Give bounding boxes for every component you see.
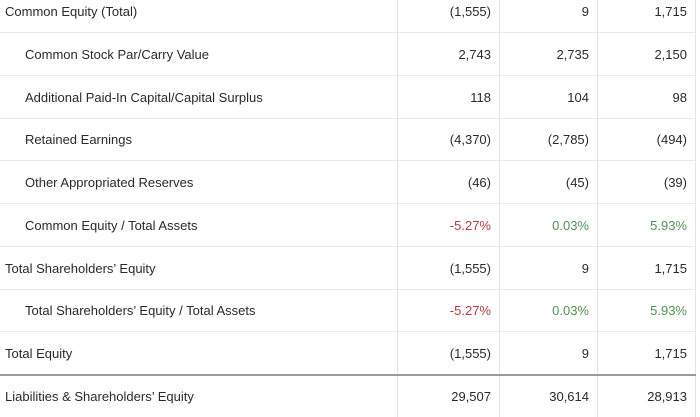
cell-value: (46) bbox=[397, 161, 499, 203]
cell-value: (1,555) bbox=[397, 0, 499, 32]
cell-value: 5.93% bbox=[597, 290, 696, 331]
cell-value: 28,913 bbox=[597, 376, 696, 417]
cell-value: 2,150 bbox=[597, 33, 696, 75]
table-row: Common Stock Par/Carry Value 2,743 2,735… bbox=[0, 32, 696, 75]
row-label: Total Shareholders’ Equity / Total Asset… bbox=[25, 303, 256, 318]
table-row: Retained Earnings (4,370) (2,785) (494) bbox=[0, 118, 696, 160]
cell-value: (494) bbox=[597, 119, 696, 160]
table-row: Liabilities & Shareholders’ Equity 29,50… bbox=[0, 374, 696, 417]
table-row: Total Shareholders’ Equity / Total Asset… bbox=[0, 289, 696, 331]
table-row: Common Equity / Total Assets -5.27% 0.03… bbox=[0, 203, 696, 246]
table-row: Total Shareholders’ Equity (1,555) 9 1,7… bbox=[0, 246, 696, 289]
row-label: Total Shareholders’ Equity bbox=[5, 260, 156, 276]
row-label: Common Stock Par/Carry Value bbox=[25, 46, 209, 62]
row-label: Common Equity / Total Assets bbox=[25, 217, 198, 233]
cell-value: 1,715 bbox=[597, 332, 696, 374]
cell-value: (2,785) bbox=[499, 119, 597, 160]
cell-value: 1,715 bbox=[597, 247, 696, 289]
cell-value: 2,743 bbox=[397, 33, 499, 75]
cell-value: 104 bbox=[499, 76, 597, 118]
cell-value: (1,555) bbox=[397, 247, 499, 289]
row-label: Additional Paid-In Capital/Capital Surpl… bbox=[25, 89, 263, 105]
cell-value: 9 bbox=[499, 0, 597, 32]
table-row: Additional Paid-In Capital/Capital Surpl… bbox=[0, 75, 696, 118]
cell-value: 0.03% bbox=[499, 290, 597, 331]
row-label: Other Appropriated Reserves bbox=[25, 174, 194, 190]
cell-value: (45) bbox=[499, 161, 597, 203]
cell-value: 30,614 bbox=[499, 376, 597, 417]
cell-value: 118 bbox=[397, 76, 499, 118]
cell-value: 0.03% bbox=[499, 204, 597, 246]
row-label: Liabilities & Shareholders’ Equity bbox=[5, 389, 194, 404]
cell-value: (1,555) bbox=[397, 332, 499, 374]
cell-value: 2,735 bbox=[499, 33, 597, 75]
cell-value: -5.27% bbox=[397, 290, 499, 331]
table-row: Total Equity (1,555) 9 1,715 bbox=[0, 331, 696, 374]
row-label: Common Equity (Total) bbox=[5, 3, 138, 19]
row-label: Total Equity bbox=[5, 345, 73, 361]
cell-value: 9 bbox=[499, 332, 597, 374]
cell-value: 9 bbox=[499, 247, 597, 289]
cell-value: 5.93% bbox=[597, 204, 696, 246]
cell-value: 98 bbox=[597, 76, 696, 118]
cell-value: 29,507 bbox=[397, 376, 499, 417]
table-row: Common Equity (Total) (1,555) 9 1,715 bbox=[0, 0, 696, 32]
cell-value: (4,370) bbox=[397, 119, 499, 160]
cell-value: (39) bbox=[597, 161, 696, 203]
cell-value: -5.27% bbox=[397, 204, 499, 246]
row-label: Retained Earnings bbox=[25, 132, 132, 147]
table-row: Other Appropriated Reserves (46) (45) (3… bbox=[0, 160, 696, 203]
cell-value: 1,715 bbox=[597, 0, 696, 32]
